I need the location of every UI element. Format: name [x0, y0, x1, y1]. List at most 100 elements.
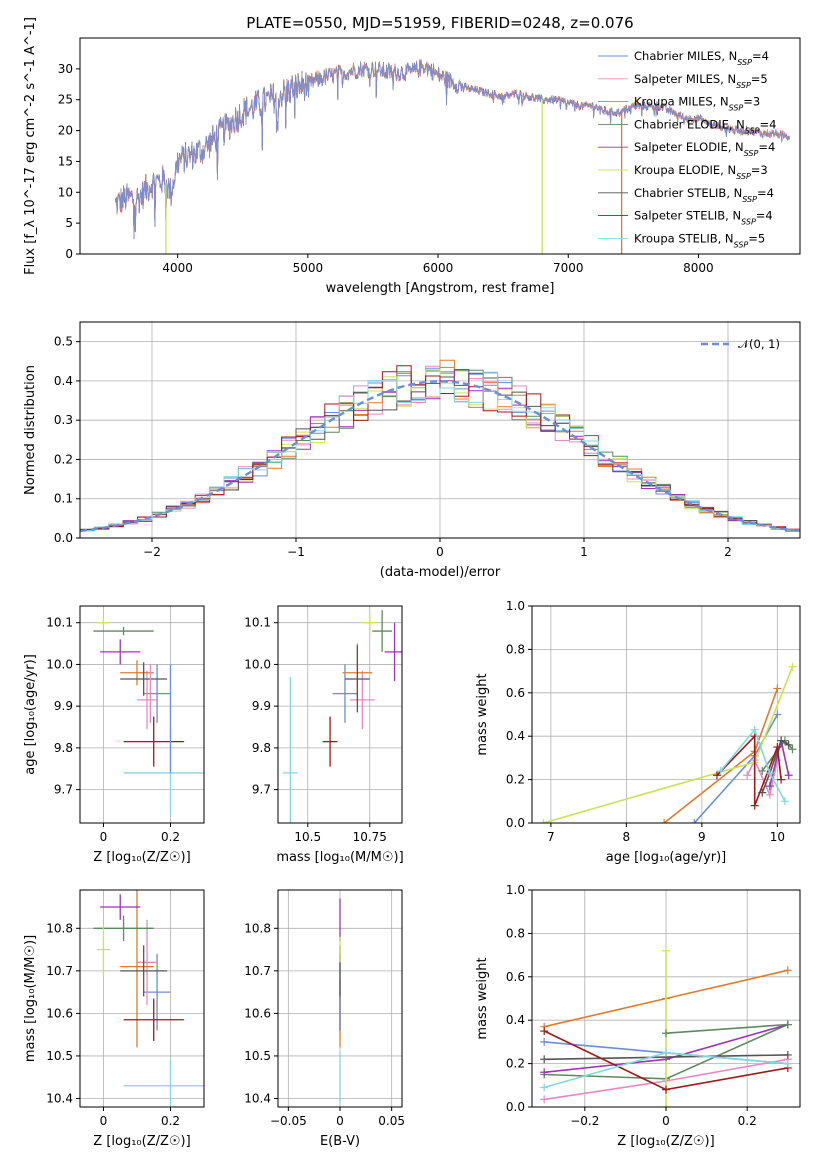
y-tick-label: 9.7	[252, 783, 271, 797]
y-tick-label: 0.4	[54, 374, 73, 388]
y-tick-label: 0	[65, 247, 73, 261]
spectrum-panel: 4000 5000 6000 7000 8000 0 5 10 15 20 25 30 waveleng…	[23, 17, 801, 296]
y-tick-label: 10.7	[244, 964, 271, 978]
weight-marker	[777, 775, 786, 784]
legend-nssp: =3	[743, 95, 760, 109]
age-mass-panel: 10.5 10.75 9.7 9.8 9.9 10.0 10.1 mass [log₁₀(M/…	[244, 605, 404, 865]
x-axis-label: mass [log₁₀(M/M☉)]	[276, 850, 403, 865]
y-tick-label: 0.8	[506, 642, 525, 656]
weight-marker	[540, 1068, 549, 1077]
y-tick-label: 15	[58, 154, 73, 168]
weight-marker	[662, 946, 670, 955]
y-tick-label: 0.0	[506, 1100, 525, 1114]
weight-marker	[773, 710, 782, 719]
y-tick-label: 9.9	[54, 699, 73, 713]
y-tick-label: 10	[58, 185, 73, 199]
weight-line	[720, 728, 786, 802]
weight-line	[693, 714, 779, 823]
y-axis-label: mass weight	[475, 957, 490, 1039]
y-tick-label: 20	[58, 124, 73, 138]
y-tick-label: 1.0	[506, 599, 525, 613]
x-tick-label: 9	[698, 830, 706, 844]
y-axis-label: age [log₁₀(age/yr)]	[23, 654, 38, 775]
legend-label: Chabrier ELODIE, NSSP=4	[634, 117, 776, 135]
x-tick-label: 10.75	[353, 830, 387, 844]
x-axis-label: E(B-V)	[320, 1134, 360, 1149]
y-axis-label: mass weight	[475, 673, 490, 755]
weight-marker	[783, 966, 792, 975]
axes-frame	[277, 605, 403, 824]
x-tick-label: 6000	[423, 261, 454, 275]
weight-marker	[750, 801, 759, 810]
weight-marker	[540, 1037, 549, 1046]
legend-subscript: SSP	[745, 126, 760, 135]
y-tick-label: 0.5	[54, 335, 73, 349]
x-tick-label: 0	[336, 1114, 344, 1128]
y-tick-label: 0.4	[506, 1013, 525, 1027]
y-tick-label: 0.2	[506, 1057, 525, 1071]
x-tick-label: 8000	[683, 261, 714, 275]
weight-Z-panel: −0.2 0 0.2 0.0 0.2 0.4 0.6 0.8 1.0 Z [log₁₀(Z/Z☉)…	[475, 883, 801, 1149]
weight-line	[665, 1023, 788, 1034]
x-tick-label: 2	[724, 545, 732, 559]
weight-age-panel: 7 8 9 10 0.0 0.2 0.4 0.6 0.8 1.0 age [log₁₀(age/yr…	[475, 599, 801, 865]
legend-nssp: =4	[756, 209, 773, 223]
normal-curve	[79, 380, 801, 533]
weight-line	[761, 739, 790, 793]
residuals-panel: −2 −1 0 1 2 0.0 0.1 0.2 0.3 0.4 0.5 (data-model)/er…	[23, 321, 801, 580]
legend-label: Kroupa STELIB, NSSP=5	[634, 231, 765, 249]
mass-Z-panel: 0 0.2 10.4 10.5 10.6 10.7 10.8 Z [log₁₀(Z/Z☉)] m…	[23, 889, 205, 1149]
y-tick-label: 0.2	[54, 452, 73, 466]
legend-subscript: SSP	[736, 80, 751, 89]
weight-marker	[765, 790, 774, 799]
y-tick-label: 0.3	[54, 413, 73, 427]
legend-subscript: SSP	[741, 217, 756, 226]
x-axis-label: Z [log₁₀(Z/Z☉)]	[617, 1134, 714, 1149]
y-tick-label: 10.4	[46, 1091, 73, 1105]
y-tick-label: 10.4	[244, 1091, 271, 1105]
y-axis-label: mass [log₁₀(M/M☉)]	[23, 935, 38, 1062]
legend-label: 𝒩(0, 1)	[738, 337, 780, 351]
legend-label: Salpeter ELODIE, NSSP=4	[634, 140, 775, 158]
x-tick-label: 5000	[293, 261, 324, 275]
y-tick-label: 5	[65, 216, 73, 230]
x-tick-label: −2	[143, 545, 161, 559]
weight-marker	[773, 684, 782, 693]
y-tick-label: 0.0	[54, 531, 73, 545]
legend-subscript: SSP	[734, 240, 749, 249]
y-tick-label: 0.6	[506, 970, 525, 984]
x-tick-label: −0.05	[270, 1114, 307, 1128]
axes-frame	[79, 605, 205, 824]
legend-subscript: SSP	[742, 194, 757, 203]
legend-nssp: =4	[757, 186, 774, 200]
weight-marker	[662, 1048, 670, 1057]
y-axis-label: Flux [f_λ 10^-17 erg cm^-2 s^-1 A^-1]	[23, 17, 38, 275]
legend-label: Kroupa ELODIE, NSSP=3	[634, 163, 768, 181]
x-tick-label: 0	[100, 830, 108, 844]
y-tick-label: 10.0	[244, 657, 271, 671]
x-axis-label: Z [log₁₀(Z/Z☉)]	[93, 1134, 190, 1149]
weight-marker	[540, 1055, 549, 1064]
legend-subscript: SSP	[744, 149, 759, 158]
legend-label: Salpeter STELIB, NSSP=4	[634, 209, 773, 227]
x-tick-label: 0.2	[738, 1114, 757, 1128]
weight-marker	[788, 745, 797, 754]
x-tick-label: 0.05	[378, 1114, 405, 1128]
legend-nssp: =5	[751, 72, 768, 86]
x-tick-label: 7	[547, 830, 555, 844]
y-tick-label: 0.1	[54, 492, 73, 506]
weight-marker	[712, 771, 721, 780]
weight-marker	[780, 797, 789, 806]
legend-label: Chabrier STELIB, NSSP=4	[634, 186, 774, 204]
x-tick-label: 0	[100, 1114, 108, 1128]
x-axis-label: age [log₁₀(age/yr)]	[606, 850, 727, 865]
weight-marker	[750, 725, 759, 734]
weight-marker	[758, 766, 767, 775]
x-tick-label: 10	[770, 830, 785, 844]
y-tick-label: 10.6	[244, 1006, 271, 1020]
weight-marker	[777, 736, 786, 745]
weight-line	[663, 688, 779, 823]
y-tick-label: 10.8	[46, 921, 73, 935]
x-axis-label: (data-model)/error	[380, 565, 501, 580]
weight-marker	[660, 819, 669, 823]
